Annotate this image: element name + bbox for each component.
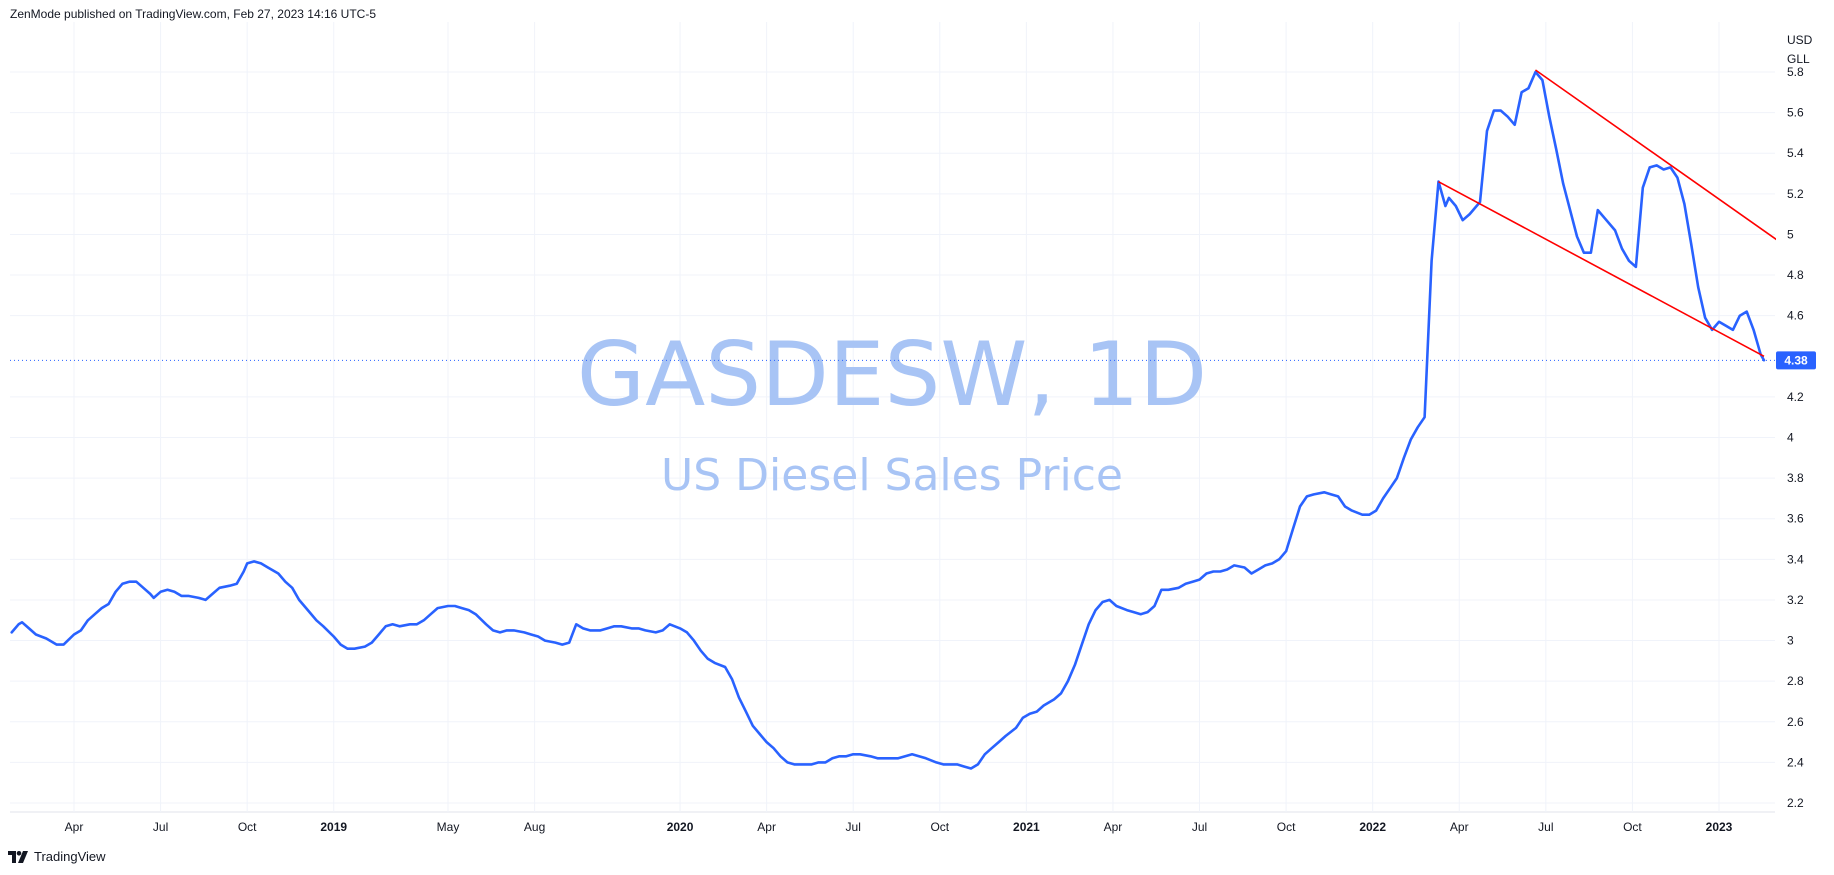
y-tick-label: 4.8 [1787, 268, 1804, 282]
x-tick-label: Apr [757, 820, 776, 834]
x-tick-label: May [437, 820, 460, 834]
lower-trendline[interactable] [1438, 180, 1765, 357]
tradingview-brand-text: TradingView [34, 849, 106, 864]
series-line-diesel-price [10, 70, 1766, 770]
y-tick-label: 5.6 [1787, 106, 1804, 120]
last-price-tag-text: 4.38 [1784, 353, 1808, 367]
tradingview-logo-icon [8, 850, 28, 863]
y-tick-label: 3.8 [1787, 471, 1804, 485]
unit-label: GLL [1787, 52, 1810, 66]
x-tick-label: Jul [1192, 820, 1207, 834]
y-tick-label: 3 [1787, 634, 1794, 648]
x-tick-label: 2020 [667, 820, 694, 834]
price-axis[interactable]: USD GLL 2.2 2.4 2.6 2.8 3 3.2 3.4 3.6 3.8 4 4.2 4.6… [1787, 33, 1813, 810]
x-tick-label: Apr [65, 820, 84, 834]
publish-note: ZenMode published on TradingView.com, Fe… [10, 7, 376, 21]
watermark-subtitle: US Diesel Sales Price [661, 450, 1123, 501]
last-price-tag-box [1776, 351, 1816, 370]
currency-label: USD [1787, 33, 1813, 47]
last-price-tag: 4.38 [1776, 351, 1816, 370]
x-tick-label: 2023 [1706, 820, 1733, 834]
x-tick-label: Apr [1104, 820, 1123, 834]
x-tick-label: Oct [1277, 820, 1296, 834]
y-tick-label: 2.2 [1787, 796, 1804, 810]
series-layer [10, 70, 1766, 770]
y-tick-label: 2.6 [1787, 715, 1804, 729]
x-tick-label: 2022 [1359, 820, 1386, 834]
x-tick-label: Jul [153, 820, 168, 834]
x-tick-label: 2019 [320, 820, 347, 834]
x-tick-label: 2021 [1013, 820, 1040, 834]
y-tick-label: 2.4 [1787, 755, 1804, 769]
upper-trendline[interactable] [1534, 69, 1779, 242]
price-axis-background [1776, 22, 1834, 812]
symbol-watermark: GASDESW, 1D US Diesel Sales Price [577, 323, 1207, 501]
y-tick-label: 4.2 [1787, 390, 1804, 404]
tradingview-logo[interactable]: TradingView [8, 849, 106, 864]
y-tick-label: 5.2 [1787, 187, 1804, 201]
y-tick-label: 3.4 [1787, 552, 1804, 566]
x-tick-label: Oct [1623, 820, 1642, 834]
y-tick-label: 4 [1787, 431, 1794, 445]
y-tick-label: 3.6 [1787, 512, 1804, 526]
y-tick-label: 4.6 [1787, 309, 1804, 323]
x-tick-label: Oct [238, 820, 257, 834]
x-tick-label: Jul [846, 820, 861, 834]
x-tick-label: Jul [1538, 820, 1553, 834]
x-tick-label: Aug [524, 820, 545, 834]
y-tick-label: 2.8 [1787, 674, 1804, 688]
trendline-layer[interactable] [1438, 69, 1779, 357]
y-tick-label: 5.8 [1787, 65, 1804, 79]
y-tick-label: 5 [1787, 227, 1794, 241]
x-tick-label: Oct [930, 820, 949, 834]
y-tick-label: 5.4 [1787, 146, 1804, 160]
watermark-title: GASDESW, 1D [577, 323, 1207, 426]
y-tick-label: 3.2 [1787, 593, 1804, 607]
time-axis[interactable]: Apr Jul Oct 2019 May Aug 2020 Apr Jul Oct 2021 Apr J… [65, 820, 1733, 834]
x-tick-label: Apr [1450, 820, 1469, 834]
